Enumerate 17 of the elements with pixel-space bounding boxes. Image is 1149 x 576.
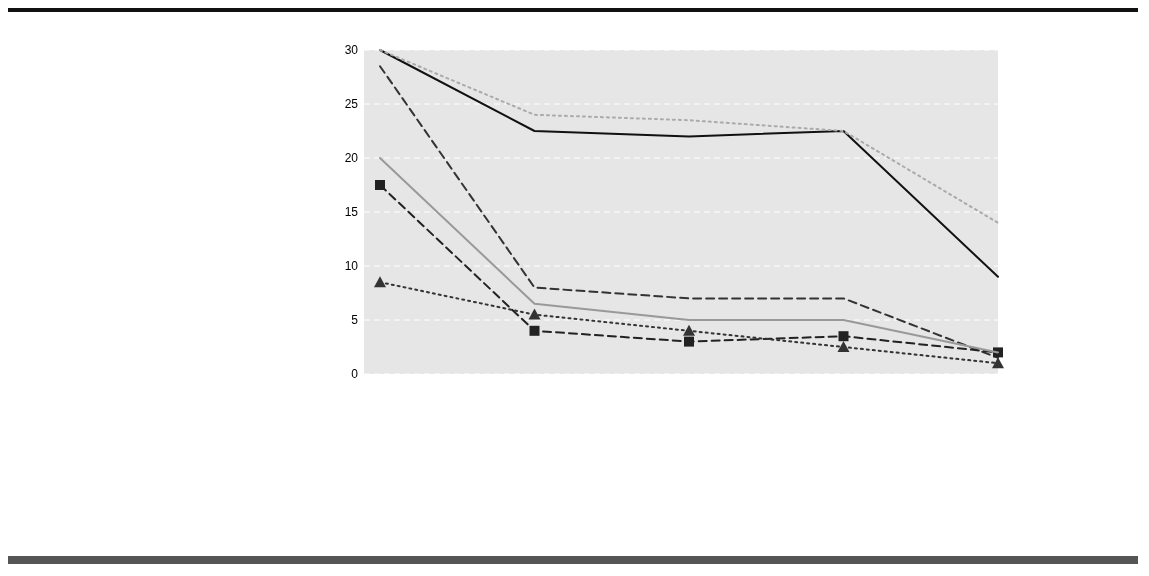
y-tick-label: 10: [344, 259, 359, 274]
point: [529, 325, 540, 336]
point: [684, 336, 694, 347]
point: [683, 324, 695, 336]
point: [375, 180, 385, 190]
y-tick-label: 30: [344, 43, 359, 58]
point: [837, 341, 850, 352]
point: [838, 331, 849, 342]
point: [528, 308, 541, 320]
y-tick-label: 5: [351, 313, 359, 328]
line-series: [379, 49, 999, 224]
y-tick-label: 20: [344, 151, 359, 166]
point: [374, 276, 386, 288]
y-tick-label: 25: [344, 97, 359, 112]
y-tick-label: 0: [351, 367, 359, 382]
y-tick-label: 15: [344, 205, 359, 220]
point: [992, 357, 1004, 369]
